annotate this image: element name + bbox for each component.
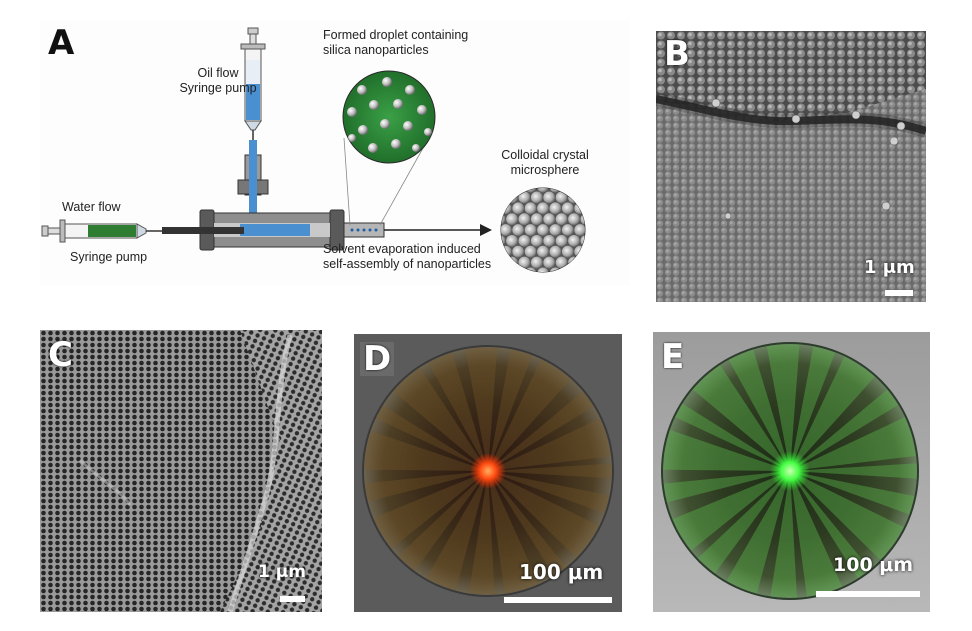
- panel-e: E 100 μm: [653, 332, 930, 612]
- oil-pump-text: Syringe pump: [179, 81, 257, 95]
- panel-e-label: E: [661, 337, 685, 377]
- panel-c-scale-text: 1 μm: [258, 562, 306, 582]
- oil-flow-text: Oil flow: [197, 66, 239, 80]
- panel-a: A Oil flow Syringe pump Water flow Syrin…: [40, 20, 640, 290]
- crystal-caption-line-2: microsphere: [510, 163, 580, 177]
- panel-b: B 1 μm: [656, 31, 926, 302]
- panel-e-scale-bar: [816, 591, 920, 597]
- oil-syringe-icon: [240, 27, 266, 140]
- panel-d: D 100 μm: [354, 334, 622, 612]
- droplet-caption-line-2: silica nanoparticles: [323, 43, 429, 57]
- panel-b-label: B: [664, 34, 690, 74]
- panel-c-scale-bar: [280, 596, 305, 602]
- crystal-caption-line-1: Colloidal crystal: [501, 148, 589, 162]
- panel-c: C 1 μm: [40, 330, 322, 612]
- panel-c-sem-image: [40, 330, 322, 612]
- microfluidic-schematic: [41, 27, 586, 273]
- panel-e-microsphere-image: [653, 332, 930, 612]
- panel-d-microsphere-image: [354, 334, 622, 612]
- evaporation-caption: Solvent evaporation induced self-assembl…: [323, 242, 491, 272]
- panel-c-label: C: [48, 335, 73, 375]
- panel-d-scale-text: 100 μm: [519, 560, 604, 584]
- oil-flow-caption: Oil flow Syringe pump: [173, 66, 263, 96]
- panel-a-label: A: [48, 23, 75, 63]
- water-syringe-icon: [41, 219, 162, 243]
- droplet-caption: Formed droplet containing silica nanopar…: [323, 28, 468, 58]
- silica-droplet-icon: [342, 70, 436, 164]
- t-junction-device: [162, 140, 492, 251]
- crystal-caption: Colloidal crystal microsphere: [495, 148, 595, 178]
- droplet-caption-line-1: Formed droplet containing: [323, 28, 469, 42]
- panel-b-scale-bar: [885, 290, 913, 296]
- evaporation-caption-line-2: self-assembly of nanoparticles: [323, 257, 492, 271]
- panel-b-scale-text: 1 μm: [864, 257, 915, 278]
- panel-e-scale-text: 100 μm: [833, 554, 914, 576]
- panel-d-label: D: [360, 342, 395, 376]
- water-pump-caption: Syringe pump: [70, 250, 148, 264]
- panel-b-sem-image: [656, 31, 926, 302]
- colloidal-crystal-icon: [500, 187, 586, 273]
- water-flow-caption: Water flow: [62, 200, 121, 214]
- evaporation-caption-line-1: Solvent evaporation induced: [323, 242, 481, 256]
- panel-d-scale-bar: [504, 597, 612, 603]
